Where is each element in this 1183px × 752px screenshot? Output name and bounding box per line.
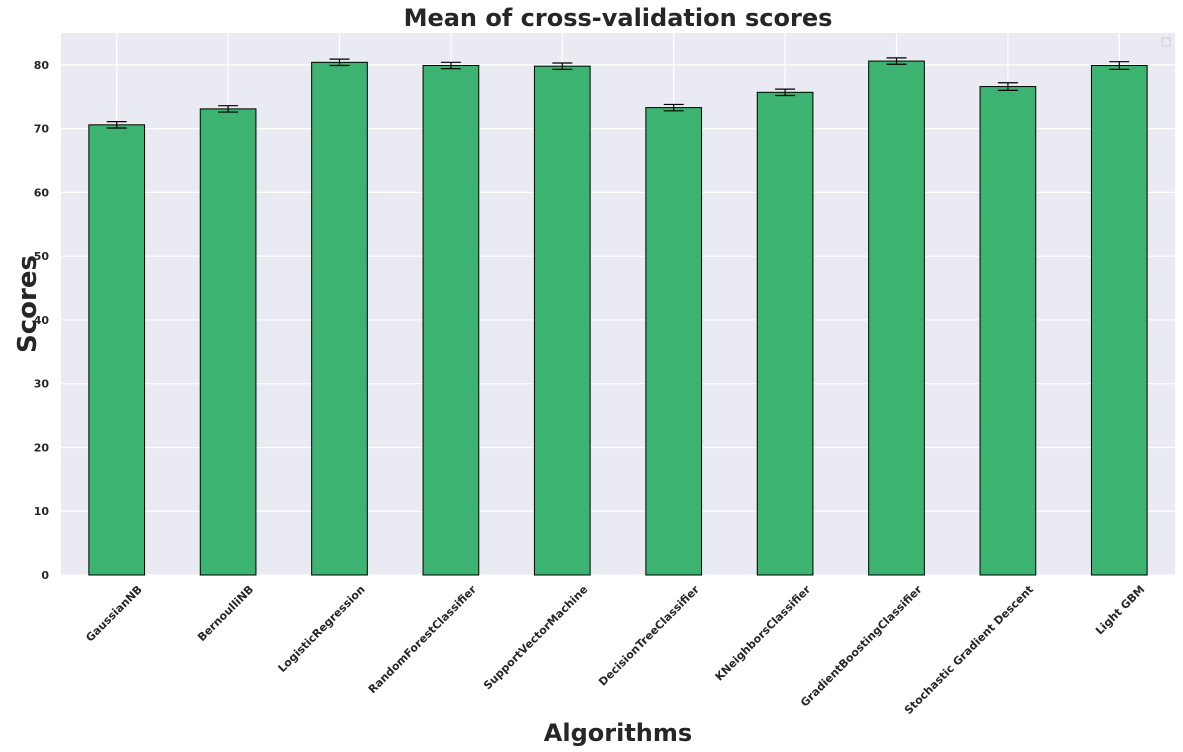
y-tick-label: 80	[34, 59, 50, 72]
bar	[645, 107, 703, 576]
x-tick-label: SupportVectorMachine	[481, 583, 590, 692]
legend-box	[1161, 37, 1171, 47]
bars	[88, 60, 1148, 576]
y-tick-label: 60	[34, 186, 50, 199]
error-bar	[997, 82, 1018, 91]
bar	[422, 65, 480, 576]
x-tick-label: Light GBM	[1093, 583, 1147, 637]
y-tick-label: 20	[34, 441, 50, 454]
x-ticks: GaussianNB BernoulliNB LogisticRegressionR…	[83, 583, 1147, 717]
error-bar	[886, 57, 907, 65]
error-bar	[552, 62, 573, 70]
bar	[1090, 65, 1148, 576]
error-bar	[218, 105, 239, 113]
y-tick-label: 10	[34, 505, 50, 518]
error-bar	[1109, 61, 1130, 70]
x-tick-label: GaussianNB	[83, 583, 145, 645]
y-tick-label: 30	[34, 378, 50, 391]
bar	[868, 60, 925, 576]
error-bar	[329, 58, 350, 67]
error-bar	[106, 121, 127, 129]
x-tick-label: BernoulliNB	[195, 583, 256, 644]
error-bars	[106, 57, 1130, 129]
error-bar	[663, 103, 684, 112]
bar	[979, 86, 1037, 576]
y-tick-label: 70	[34, 123, 50, 136]
y-tick-label: 40	[34, 314, 50, 327]
bar	[199, 108, 257, 576]
bar	[533, 65, 591, 576]
x-tick-label: DecisionTreeClassifier	[596, 583, 702, 689]
error-bar	[440, 61, 461, 70]
x-tick-label: Stochastic Gradient Descent	[902, 583, 1036, 717]
x-tick-label: KNeighborsClassifier	[713, 583, 814, 684]
x-tick-label: RandomForestClassifier	[366, 583, 480, 697]
y-tick-label: 0	[41, 569, 49, 582]
bar	[756, 91, 814, 576]
x-axis-label: Algorithms	[544, 719, 692, 747]
y-ticks: 0 10 20 30 40 50 60 70 80	[34, 59, 50, 582]
bar	[88, 124, 146, 576]
x-tick-label: LogisticRegression	[276, 583, 368, 675]
error-bar	[775, 88, 796, 97]
y-tick-label: 50	[34, 250, 50, 263]
bar	[311, 61, 368, 576]
chart-title: Mean of cross-validation scores	[404, 4, 833, 32]
x-tick-label: GradientBoostingClassifier	[798, 583, 925, 710]
y-axis-label: Scores	[13, 255, 43, 353]
